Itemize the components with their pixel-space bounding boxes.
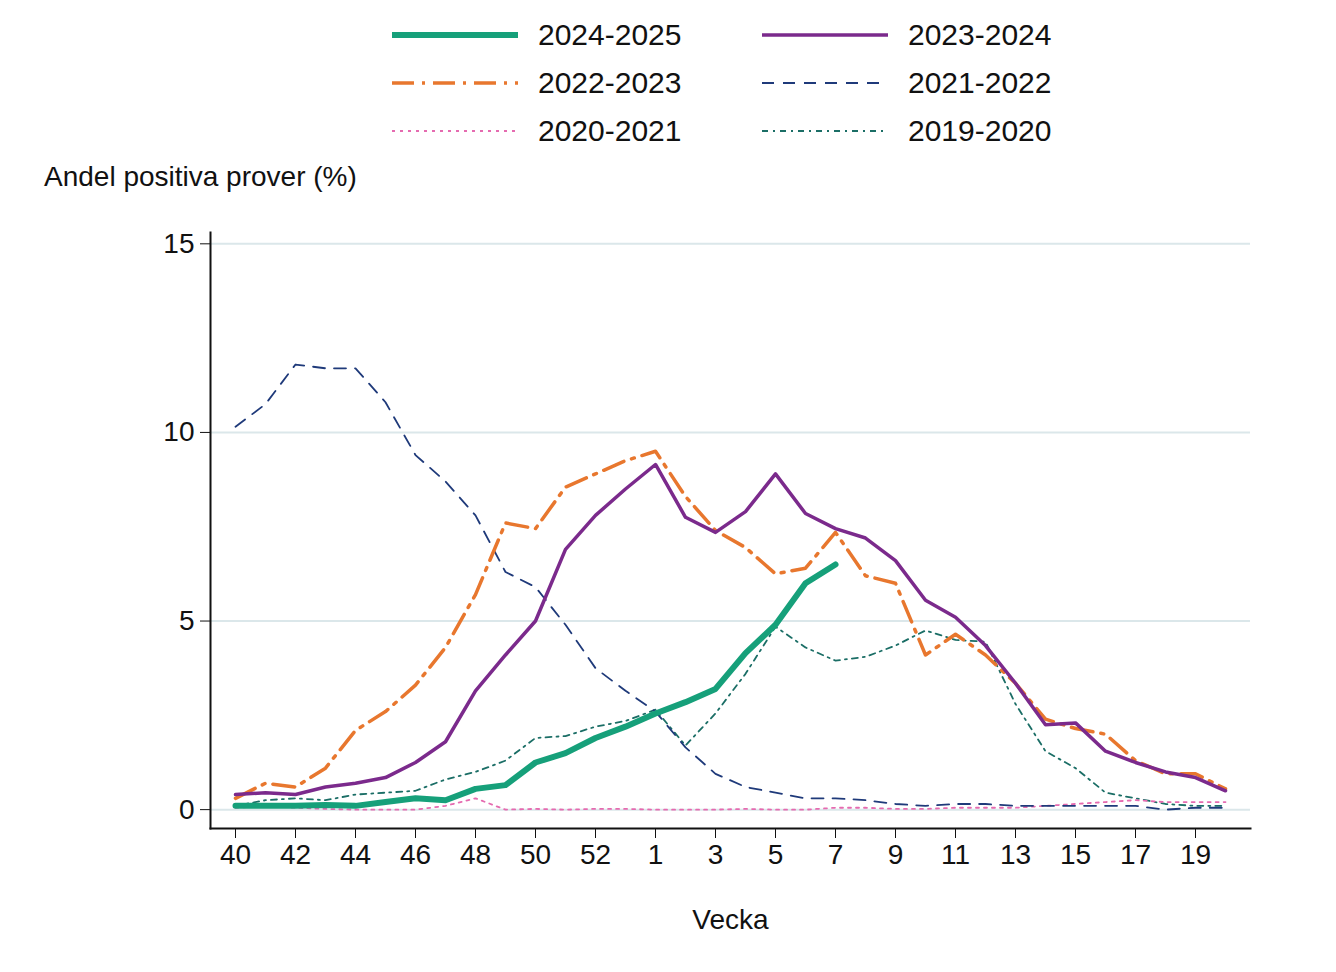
svg-text:19: 19 [1180, 839, 1211, 870]
svg-text:50: 50 [520, 839, 551, 870]
svg-text:46: 46 [400, 839, 431, 870]
html-text:2021-2022: 2021-2022 [908, 66, 1052, 99]
svg-text:10: 10 [163, 416, 194, 447]
svg-text:17: 17 [1120, 839, 1151, 870]
svg-text:5: 5 [768, 839, 784, 870]
svg-text:0: 0 [179, 794, 195, 825]
svg-text:48: 48 [460, 839, 491, 870]
svg-text:1: 1 [648, 839, 664, 870]
svg-text:52: 52 [580, 839, 611, 870]
svg-text:40: 40 [220, 839, 251, 870]
html-text:Andel positiva prover (%): Andel positiva prover (%) [44, 161, 357, 192]
svg-text:42: 42 [280, 839, 311, 870]
svg-text:Vecka: Vecka [692, 904, 769, 935]
html-text:2023-2024: 2023-2024 [908, 18, 1052, 51]
svg-text:15: 15 [163, 228, 194, 259]
svg-text:9: 9 [888, 839, 904, 870]
svg-text:44: 44 [340, 839, 371, 870]
svg-text:5: 5 [179, 605, 195, 636]
svg-text:15: 15 [1060, 839, 1091, 870]
html-text:2024-2025: 2024-2025 [538, 18, 682, 51]
svg-text:3: 3 [708, 839, 724, 870]
svg-text:7: 7 [828, 839, 844, 870]
html-text:2019-2020: 2019-2020 [908, 114, 1052, 147]
html-text:2022-2023: 2022-2023 [538, 66, 682, 99]
svg-text:13: 13 [1000, 839, 1031, 870]
svg-text:11: 11 [941, 839, 970, 870]
html-text:2020-2021: 2020-2021 [538, 114, 682, 147]
